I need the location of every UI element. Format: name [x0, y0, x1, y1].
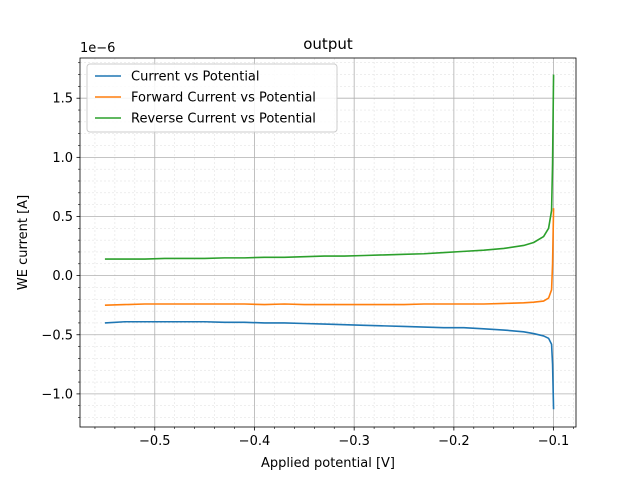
- minor-grid: [78, 58, 576, 429]
- chart-title: output: [303, 35, 353, 53]
- y-axis-label: WE current [A]: [16, 195, 31, 290]
- series-line-3: [104, 74, 555, 260]
- y-tick-label: 1.5: [52, 92, 73, 107]
- x-tick-label: −0.4: [239, 434, 271, 449]
- x-axis-label: Applied potential [V]: [261, 456, 395, 471]
- legend-label: Current vs Potential: [131, 70, 260, 85]
- y-tick-label: −0.5: [41, 328, 73, 343]
- x-tick-label: −0.2: [438, 434, 470, 449]
- y-tick-label: 0.0: [52, 269, 73, 284]
- legend-label: Reverse Current vs Potential: [131, 112, 316, 127]
- legend: Current vs Potential Forward Current vs P…: [86, 63, 338, 133]
- y-tick-label: 0.5: [52, 210, 73, 225]
- y-axis-offset-label: 1e−6: [80, 41, 115, 56]
- series-layer: [104, 74, 555, 410]
- series-line-2: [104, 208, 555, 306]
- x-axis-ticks: −0.5 −0.4 −0.3 −0.2 −0.1: [139, 427, 569, 449]
- y-tick-label: −1.0: [41, 387, 73, 402]
- series-line-1: [104, 320, 555, 410]
- legend-box: [86, 63, 338, 133]
- x-tick-label: −0.1: [538, 434, 570, 449]
- x-tick-label: −0.3: [338, 434, 370, 449]
- plot-frame: [79, 57, 577, 428]
- y-tick-label: 1.0: [52, 151, 73, 166]
- x-tick-label: −0.5: [139, 434, 171, 449]
- legend-label: Forward Current vs Potential: [131, 91, 316, 106]
- y-axis-ticks: −1.0 −0.5 0.0 0.5 1.0 1.5: [41, 92, 80, 402]
